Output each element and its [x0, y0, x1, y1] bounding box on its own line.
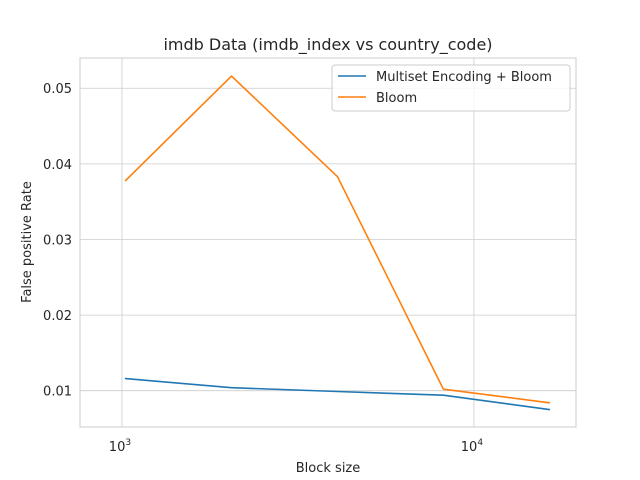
x-axis-label: Block size: [296, 461, 361, 476]
y-tick-label: 0.04: [43, 158, 72, 173]
y-tick-label: 0.05: [43, 82, 72, 97]
x-tick-exponent: 4: [477, 438, 483, 448]
legend-label-bloom: Bloom: [376, 91, 417, 106]
series-line-multiset-encoding-bloom: [124, 377, 551, 411]
grid: [80, 58, 576, 427]
y-tick-label: 0.01: [43, 385, 72, 400]
series-group: [124, 75, 551, 411]
x-tick-base: 10: [461, 440, 478, 455]
y-tick-label: 0.03: [43, 233, 72, 248]
series-line-bloom: [124, 75, 551, 404]
x-tick-label: 103: [109, 438, 131, 455]
legend: Multiset Encoding + Bloom Bloom: [331, 64, 571, 112]
x-tick-base: 10: [109, 440, 126, 455]
y-tick-label: 0.02: [43, 309, 72, 324]
legend-label-multiset-encoding-bloom: Multiset Encoding + Bloom: [376, 70, 552, 85]
plot-area-frame: [79, 57, 577, 428]
x-tick-exponent: 3: [125, 438, 131, 448]
x-tick-label: 104: [461, 438, 484, 455]
chart-title: imdb Data (imdb_index vs country_code): [163, 35, 492, 55]
legend-box: [331, 64, 571, 112]
y-axis-label: False positive Rate: [20, 181, 35, 303]
